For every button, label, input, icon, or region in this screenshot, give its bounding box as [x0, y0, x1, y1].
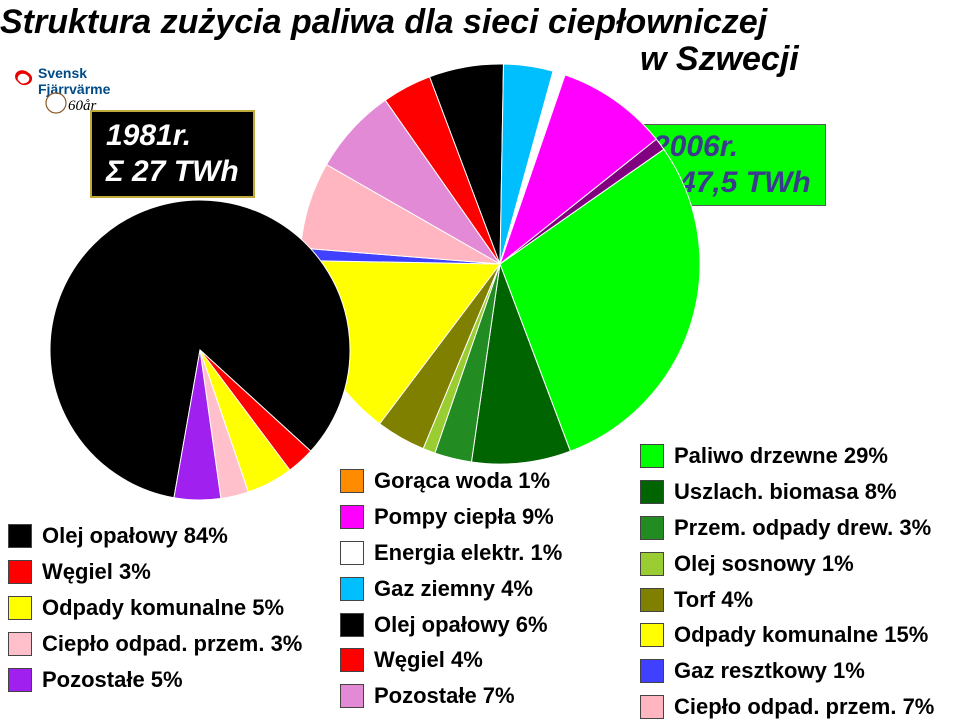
legend-item: Odpady komunalne 5% — [8, 592, 302, 624]
legend-label: Olej sosnowy 1% — [674, 548, 854, 580]
legend-label: Odpady komunalne 5% — [42, 592, 284, 624]
legend-label: Ciepło odpad. przem. 7% — [674, 691, 934, 723]
legend-item: Odpady komunalne 15% — [640, 619, 934, 651]
legend-label: Przem. odpady drew. 3% — [674, 512, 931, 544]
legend-label: Ciepło odpad. przem. 3% — [42, 628, 302, 660]
legend-swatch — [640, 480, 664, 504]
legend-item: Pozostałe 5% — [8, 664, 302, 696]
legend-swatch — [640, 659, 664, 683]
legend-item: Uszlach. biomasa 8% — [640, 476, 934, 508]
legend-label: Torf 4% — [674, 584, 753, 616]
legend-label: Pozostałe 5% — [42, 664, 183, 696]
legend-label: Gaz ziemny 4% — [374, 573, 533, 605]
legend-swatch — [340, 684, 364, 708]
legend-item: Ciepło odpad. przem. 7% — [640, 691, 934, 723]
legend-item: Olej sosnowy 1% — [640, 548, 934, 580]
legend-label: Uszlach. biomasa 8% — [674, 476, 897, 508]
legend-2006-left: Gorąca woda 1% Pompy ciepła 9% Energia ele… — [340, 465, 562, 716]
legend-swatch — [640, 588, 664, 612]
legend-label: Energia elektr. 1% — [374, 537, 562, 569]
legend-swatch — [340, 541, 364, 565]
legend-label: Gaz resztkowy 1% — [674, 655, 865, 687]
legend-label: Odpady komunalne 15% — [674, 619, 928, 651]
legend-label: Paliwo drzewne 29% — [674, 440, 888, 472]
legend-label: Olej opałowy 84% — [42, 520, 228, 552]
legend-swatch — [8, 560, 32, 584]
legend-item: Pozostałe 7% — [340, 680, 562, 712]
legend-item: Węgiel 3% — [8, 556, 302, 588]
legend-swatch — [340, 469, 364, 493]
legend-swatch — [8, 524, 32, 548]
legend-swatch — [340, 648, 364, 672]
legend-swatch — [640, 444, 664, 468]
legend-item: Paliwo drzewne 29% — [640, 440, 934, 472]
legend-1981: Olej opałowy 84% Węgiel 3% Odpady komunaln… — [8, 520, 302, 699]
legend-swatch — [640, 695, 664, 719]
legend-swatch — [640, 623, 664, 647]
legend-swatch — [340, 577, 364, 601]
legend-item: Ciepło odpad. przem. 3% — [8, 628, 302, 660]
legend-swatch — [8, 668, 32, 692]
legend-swatch — [640, 552, 664, 576]
legend-swatch — [8, 632, 32, 656]
legend-label: Pompy ciepła 9% — [374, 501, 554, 533]
legend-item: Pompy ciepła 9% — [340, 501, 562, 533]
legend-item: Węgiel 4% — [340, 644, 562, 676]
legend-item: Torf 4% — [640, 584, 934, 616]
legend-swatch — [640, 516, 664, 540]
legend-item: Przem. odpady drew. 3% — [640, 512, 934, 544]
legend-item: Olej opałowy 84% — [8, 520, 302, 552]
legend-label: Pozostałe 7% — [374, 680, 515, 712]
legend-label: Węgiel 4% — [374, 644, 483, 676]
legend-item: Gaz ziemny 4% — [340, 573, 562, 605]
legend-swatch — [340, 505, 364, 529]
legend-2006-right: Paliwo drzewne 29% Uszlach. biomasa 8% Prz… — [640, 440, 934, 727]
legend-item: Olej opałowy 6% — [340, 609, 562, 641]
legend-label: Gorąca woda 1% — [374, 465, 550, 497]
legend-item: Energia elektr. 1% — [340, 537, 562, 569]
legend-swatch — [340, 613, 364, 637]
legend-swatch — [8, 596, 32, 620]
legend-item: Gorąca woda 1% — [340, 465, 562, 497]
legend-label: Węgiel 3% — [42, 556, 151, 588]
legend-label: Olej opałowy 6% — [374, 609, 548, 641]
legend-item: Gaz resztkowy 1% — [640, 655, 934, 687]
